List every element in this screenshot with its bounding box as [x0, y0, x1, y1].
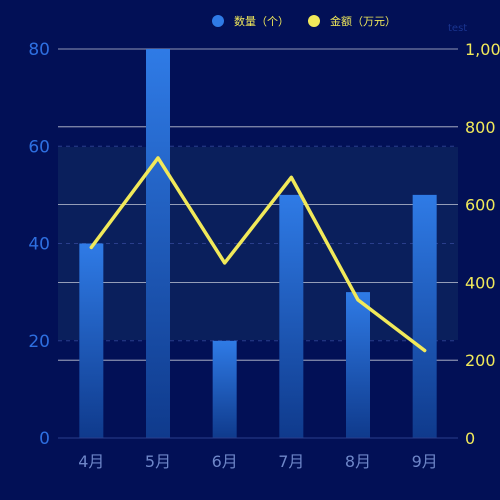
legend[interactable]: 数量（个） 金额（万元） [212, 14, 396, 28]
bar-6月[interactable] [212, 340, 237, 438]
y-right-tick-label: 200 [465, 351, 496, 370]
y-left-tick-label: 0 [39, 429, 50, 449]
y-left-tick-label: 80 [28, 40, 50, 60]
bar-8月[interactable] [346, 292, 370, 438]
amount-line[interactable] [89, 156, 427, 353]
x-tick-label: 4月 [78, 452, 104, 471]
y-right-tick-label: 400 [465, 273, 496, 292]
line-layer [89, 156, 427, 353]
x-tick-label: 6月 [212, 452, 238, 471]
line-point-7月[interactable] [289, 175, 293, 179]
y-right-tick-label: 800 [465, 118, 496, 137]
y-right-tick-label: 1,000 [465, 40, 500, 59]
bars-layer [79, 49, 437, 439]
line-point-9月[interactable] [423, 348, 427, 352]
line-point-8月[interactable] [356, 298, 360, 302]
bar-5月[interactable] [146, 49, 170, 438]
line-point-6月[interactable] [223, 261, 227, 265]
legend-marker-amount [308, 15, 320, 27]
bar-9月[interactable] [412, 194, 437, 438]
y-left-tick-label: 40 [28, 235, 50, 255]
y-right-tick-label: 600 [465, 196, 496, 215]
watermark-text: test [448, 23, 467, 34]
line-point-4月[interactable] [89, 245, 93, 249]
legend-marker-quantity [212, 15, 224, 27]
bar-4月[interactable] [79, 243, 104, 439]
x-tick-label: 8月 [345, 452, 371, 471]
legend-label-amount[interactable]: 金额（万元） [330, 14, 396, 28]
x-tick-label: 9月 [412, 452, 438, 471]
y-left-tick-label: 20 [28, 332, 50, 352]
y-left-tick-label: 60 [28, 137, 50, 157]
y-right-tick-label: 0 [465, 429, 475, 448]
legend-label-quantity[interactable]: 数量（个） [234, 15, 289, 28]
line-point-5月[interactable] [156, 156, 160, 160]
x-tick-label: 5月 [145, 452, 171, 471]
bar-7月[interactable] [279, 194, 304, 438]
x-tick-label: 7月 [278, 452, 304, 471]
